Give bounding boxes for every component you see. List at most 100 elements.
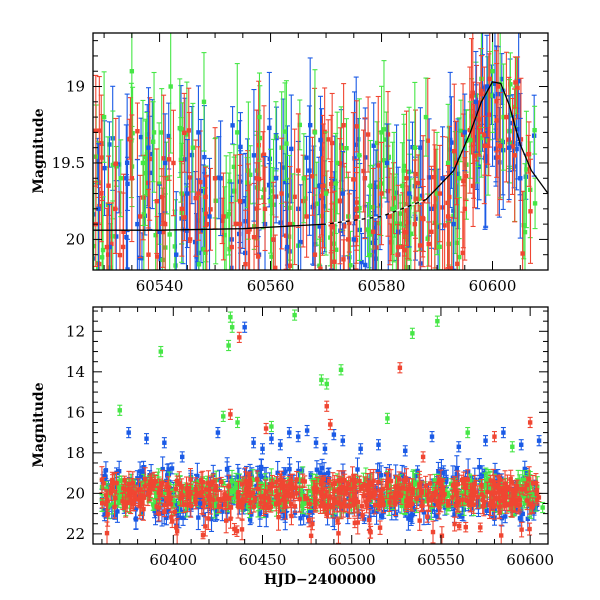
outlier-point-red: [527, 416, 533, 429]
filler-point-green: [532, 177, 538, 230]
data-point-red: [295, 113, 301, 228]
band-point-red: [338, 481, 344, 495]
filler-point-red: [520, 190, 526, 270]
outlier-point-blue: [340, 435, 346, 447]
outlier-point-blue: [260, 443, 266, 455]
x-tick-label: 60400: [149, 551, 197, 569]
band-point-red: [398, 486, 404, 505]
band-point-red: [424, 510, 430, 523]
top-axes: 60540 60560 60580 60600 19 19.5 20: [52, 33, 549, 295]
top-y-axis-label: Magnitude: [31, 108, 47, 193]
filler-point-green: [364, 202, 370, 258]
band-point-red: [99, 498, 105, 509]
band-point-red: [120, 483, 126, 494]
band-point-red: [351, 473, 357, 488]
band-point-red: [274, 476, 280, 489]
outlier-point-blue: [304, 424, 310, 437]
bottom-axes: 60400 60450 60500 60550 60600 12 14 16 18 20 22: [66, 307, 554, 569]
filler-point-red: [365, 96, 371, 173]
outlier-point-green: [268, 420, 274, 433]
band-point-red: [172, 507, 178, 517]
filler-point-green: [381, 60, 387, 199]
data-point-blue: [473, 50, 479, 153]
filler-point-green: [522, 163, 528, 270]
band-point-blue: [282, 467, 288, 476]
band-point-red: [403, 489, 409, 513]
outlier-point-green: [318, 374, 324, 386]
band-point-red: [456, 522, 462, 531]
band-point-red: [236, 493, 242, 510]
filler-point-red: [354, 100, 360, 153]
band-point-red: [364, 472, 370, 499]
data-point-blue: [107, 203, 113, 270]
band-point-red: [360, 509, 366, 521]
data-point-green: [423, 77, 429, 157]
band-point-red: [304, 489, 310, 509]
band-point-red: [417, 510, 423, 531]
band-point-blue: [103, 461, 109, 480]
band-point-red: [358, 484, 364, 493]
outlier-point-red: [324, 400, 330, 412]
data-point-red: [387, 167, 393, 266]
band-point-red: [414, 488, 420, 510]
band-point-red: [99, 466, 105, 494]
filler-point-red: [474, 64, 480, 162]
data-point-red: [129, 114, 135, 243]
band-point-red: [128, 487, 134, 515]
data-point-blue: [417, 107, 423, 189]
band-point-red: [487, 491, 493, 517]
data-point-red: [503, 51, 509, 183]
data-point-blue: [306, 105, 312, 236]
band-point-red: [145, 482, 151, 507]
filler-point-green: [167, 175, 173, 270]
filler-point-green: [213, 137, 219, 265]
band-point-red: [337, 496, 343, 512]
band-point-red: [330, 472, 336, 496]
band-point-red: [352, 517, 358, 529]
data-point-blue: [284, 183, 290, 270]
outlier-point-blue: [358, 443, 364, 455]
x-tick-label: 60450: [239, 551, 287, 569]
filler-point-red: [395, 223, 401, 270]
outlier-point-blue: [456, 441, 462, 453]
data-point-green: [390, 141, 396, 270]
y-tick-label: 18: [66, 444, 85, 462]
outlier-point-red: [327, 418, 333, 431]
band-point-red: [165, 476, 171, 499]
band-point-red: [226, 474, 232, 497]
data-point-green: [490, 33, 496, 133]
bottom-frame: [92, 306, 549, 545]
data-point-green: [356, 98, 362, 213]
outlier-point-green: [235, 416, 241, 429]
band-point-red: [465, 469, 471, 491]
filler-point-blue: [278, 162, 284, 270]
data-point-blue: [406, 139, 412, 248]
outlier-point-blue: [295, 431, 301, 443]
data-point-red: [112, 163, 118, 254]
outlier-point-blue: [179, 451, 185, 463]
outlier-point-green: [220, 410, 226, 422]
outlier-point-green: [434, 315, 440, 327]
x-tick-label: 60550: [417, 551, 465, 569]
band-point-red: [218, 490, 224, 508]
filler-point-red: [400, 192, 406, 270]
band-point-red: [498, 524, 504, 544]
band-point-red: [459, 474, 465, 486]
band-point-red: [184, 476, 190, 502]
band-point-red: [240, 494, 246, 505]
band-point-green: [151, 502, 157, 511]
data-point-red: [179, 160, 185, 257]
band-point-red: [372, 495, 378, 515]
band-point-red: [156, 502, 162, 513]
band-point-green: [521, 496, 527, 509]
y-tick-label: 12: [66, 322, 85, 340]
outlier-point-blue: [144, 433, 150, 445]
data-point-green: [334, 111, 340, 215]
filler-point-red: [261, 105, 267, 205]
band-point-red: [386, 468, 392, 491]
outlier-point-red: [397, 362, 403, 374]
band-point-red: [392, 496, 398, 506]
filler-point-red: [317, 236, 323, 270]
outlier-point-green: [465, 426, 471, 439]
band-point-red: [347, 475, 353, 503]
